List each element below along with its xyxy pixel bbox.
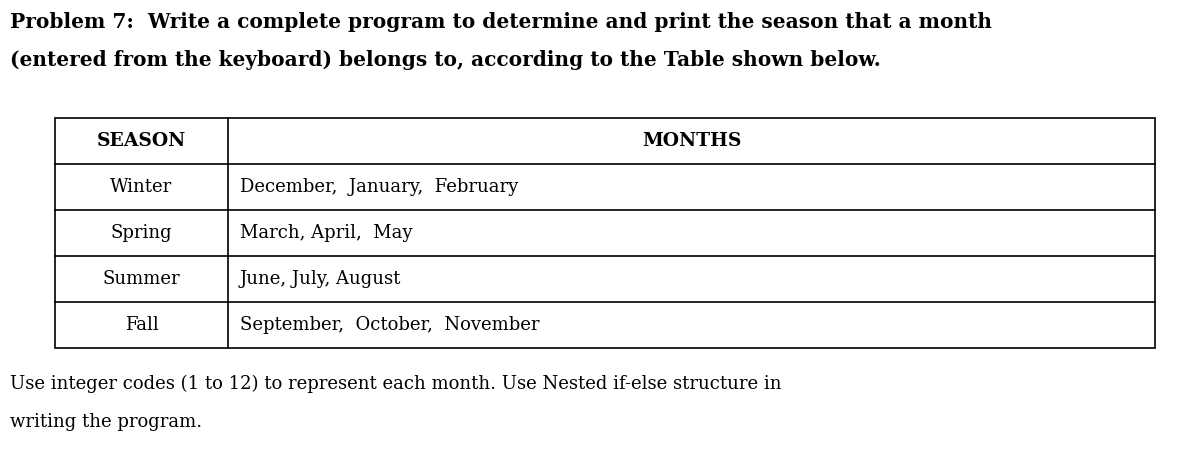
Text: (entered from the keyboard) belongs to, according to the Table shown below.: (entered from the keyboard) belongs to, … <box>10 50 881 70</box>
Text: December,  January,  February: December, January, February <box>240 178 518 196</box>
Text: September,  October,  November: September, October, November <box>240 316 540 334</box>
Text: Problem 7:  Write a complete program to determine and print the season that a mo: Problem 7: Write a complete program to d… <box>10 12 992 32</box>
Text: writing the program.: writing the program. <box>10 413 202 431</box>
Text: Winter: Winter <box>110 178 173 196</box>
Text: Use integer codes (1 to 12) to represent each month. Use Nested if-else structur: Use integer codes (1 to 12) to represent… <box>10 375 781 393</box>
Text: June, July, August: June, July, August <box>240 270 401 288</box>
Text: Spring: Spring <box>110 224 173 242</box>
Text: Fall: Fall <box>125 316 158 334</box>
Bar <box>55 118 1154 348</box>
Text: Summer: Summer <box>103 270 180 288</box>
Text: March, April,  May: March, April, May <box>240 224 413 242</box>
Text: SEASON: SEASON <box>97 132 186 150</box>
Text: MONTHS: MONTHS <box>642 132 742 150</box>
